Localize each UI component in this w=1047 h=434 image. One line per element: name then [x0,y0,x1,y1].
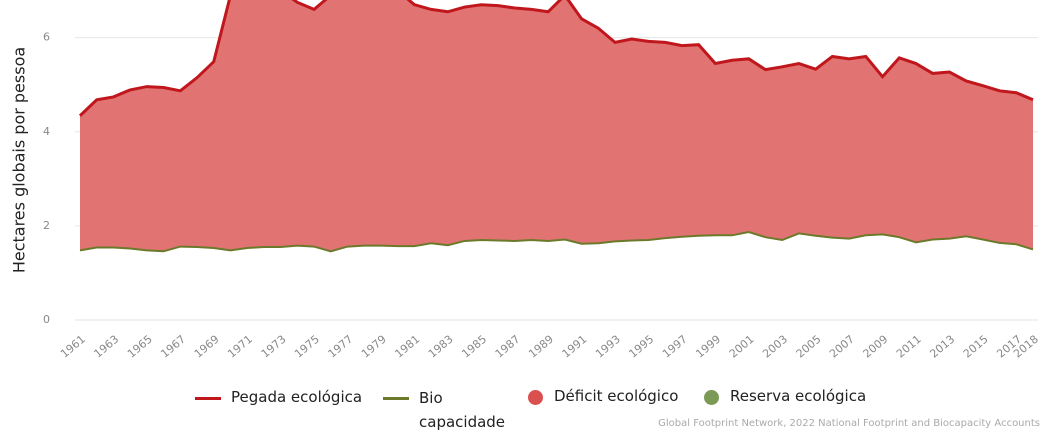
x-tick-label: 2007 [827,333,857,361]
x-tick-label: 1977 [326,333,356,361]
x-tick-label: 1999 [693,333,723,361]
line [79,230,1034,253]
legend-label: Bio capacidade [419,389,506,431]
deficit-area [80,0,1033,252]
x-tick-label: 1983 [426,333,456,361]
x-tick-label: 1995 [627,333,657,361]
legend-label: Reserva ecológica [730,387,867,405]
x-tick-label: 2013 [927,333,957,361]
x-tick-label: 1987 [493,333,523,361]
x-tick-label: 1973 [259,333,289,361]
legend-line [383,397,409,400]
x-tick-label: 1985 [459,333,489,361]
legend-dot [528,390,543,405]
x-tick-label: 2011 [894,333,924,361]
y-tick-label: 4 [43,125,50,138]
legend-label: Déficit ecológico [554,387,679,405]
y-tick-label: 2 [43,219,50,232]
x-tick-label: 1963 [91,333,121,361]
legend-dot [704,390,719,405]
legend-label: Pegada ecológica [231,388,363,406]
y-axis-label: Hectares globais por pessoa [10,47,29,273]
x-tick-label: 1981 [392,333,422,361]
x-tick-label: 1991 [560,333,590,361]
line [78,0,1034,117]
x-tick-label: 1967 [158,333,188,361]
x-tick-label: 2005 [794,333,824,361]
x-tick-label: 1993 [593,333,623,361]
x-tick-label: 1979 [359,333,389,361]
x-tick-label: 2009 [861,333,891,361]
x-tick-label: 2015 [961,333,991,361]
x-tick-label: 1975 [292,333,322,361]
x-tick-label: 2001 [727,333,757,361]
x-tick-label: 1961 [58,333,88,361]
x-tick-label: 1971 [225,333,255,361]
x-tick-label: 1965 [125,333,155,361]
legend-line [195,397,221,400]
y-tick-label: 0 [43,313,50,326]
y-tick-label: 6 [43,31,50,44]
x-tick-label: 1989 [526,333,556,361]
x-tick-label: 2003 [760,333,790,361]
source: Global Footprint Network, 2022 National … [658,418,1040,429]
x-tick-label: 1969 [192,333,222,361]
x-tick-label: 1997 [660,333,690,361]
